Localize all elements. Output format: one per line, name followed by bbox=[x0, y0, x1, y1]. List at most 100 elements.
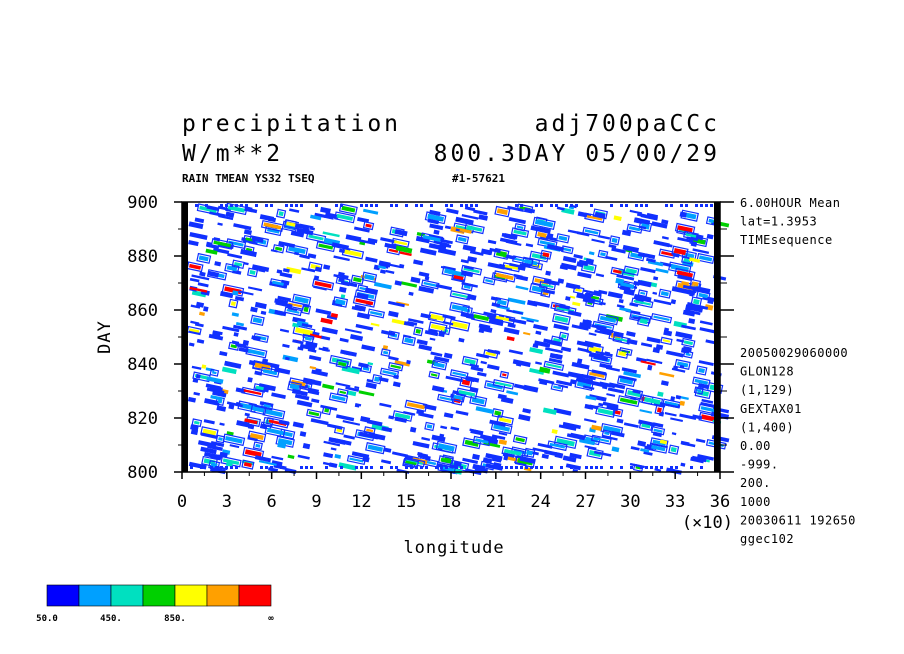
precip-cell bbox=[687, 289, 696, 296]
precip-cell-outline bbox=[352, 295, 376, 308]
precip-cell bbox=[394, 416, 408, 423]
precip-cell bbox=[236, 420, 250, 428]
precip-cell bbox=[268, 419, 287, 426]
precip-cell bbox=[190, 304, 201, 309]
precip-cell bbox=[633, 299, 652, 306]
precip-cell bbox=[679, 364, 685, 369]
precip-cell-outline bbox=[362, 221, 375, 231]
precip-cell bbox=[344, 249, 362, 257]
precip-cell bbox=[637, 440, 647, 447]
precip-cell bbox=[330, 312, 339, 318]
edge-cell bbox=[530, 466, 533, 469]
precip-cell bbox=[438, 443, 455, 452]
precip-cell-outline bbox=[272, 244, 285, 254]
precip-cell-outline bbox=[543, 360, 565, 372]
precip-cell-outline bbox=[595, 405, 616, 418]
precip-cell bbox=[315, 308, 332, 316]
edge-cell bbox=[365, 466, 368, 469]
precip-cell bbox=[304, 336, 312, 341]
precip-cell bbox=[423, 281, 438, 287]
precip-cell bbox=[351, 305, 363, 312]
precip-cell bbox=[475, 438, 489, 444]
precip-cell bbox=[460, 259, 469, 264]
precip-cell bbox=[222, 325, 240, 333]
precip-cell bbox=[302, 443, 311, 450]
precip-cell bbox=[225, 435, 243, 444]
precip-cell bbox=[263, 222, 282, 230]
precip-cell bbox=[586, 215, 603, 221]
precip-cell bbox=[630, 446, 640, 451]
precip-cell bbox=[469, 250, 484, 256]
edge-cell bbox=[270, 204, 273, 207]
precip-cell bbox=[396, 301, 410, 307]
precip-cell bbox=[569, 295, 576, 299]
precip-cell bbox=[460, 270, 474, 278]
precip-cell-outline bbox=[693, 386, 704, 395]
precip-cell bbox=[435, 283, 453, 291]
precip-cell bbox=[277, 295, 292, 302]
precip-cell bbox=[206, 376, 224, 384]
precip-cell bbox=[708, 218, 714, 224]
edge-cell bbox=[630, 466, 633, 469]
edge-cell bbox=[700, 466, 703, 469]
precip-cell bbox=[558, 235, 568, 242]
precip-cell bbox=[193, 420, 200, 425]
precip-cell bbox=[576, 261, 585, 268]
precip-cell bbox=[582, 319, 592, 326]
precip-cell-outline bbox=[590, 434, 612, 445]
precip-cell-outline bbox=[420, 232, 444, 245]
precip-cell bbox=[504, 264, 519, 270]
edge-cell bbox=[355, 466, 358, 469]
precip-cell bbox=[462, 244, 477, 252]
precip-cell bbox=[313, 275, 320, 281]
precip-cell bbox=[641, 423, 651, 429]
precip-cell bbox=[498, 417, 512, 424]
precip-cell bbox=[307, 348, 317, 353]
x-axis-label: longitude bbox=[403, 538, 504, 558]
precip-cell bbox=[442, 321, 454, 326]
precip-cell bbox=[685, 233, 697, 238]
precip-cell-outline bbox=[209, 368, 220, 377]
precip-cell bbox=[286, 221, 297, 228]
y-axis-label: DAY bbox=[95, 320, 115, 354]
edge-cell bbox=[480, 466, 483, 469]
precip-cell bbox=[409, 426, 417, 433]
precip-cell bbox=[682, 309, 696, 317]
precip-cell bbox=[588, 345, 602, 354]
precip-cell bbox=[602, 425, 621, 434]
precip-cell bbox=[345, 386, 360, 392]
precip-cell-outline bbox=[431, 359, 448, 371]
precip-cell bbox=[217, 205, 232, 212]
edge-cell bbox=[710, 204, 713, 207]
precip-cell bbox=[345, 234, 362, 243]
precip-cell bbox=[394, 280, 402, 286]
precip-cell bbox=[508, 349, 523, 355]
precip-cell bbox=[537, 231, 547, 238]
edge-cell bbox=[500, 466, 503, 469]
precip-cell bbox=[391, 318, 408, 326]
precip-cell bbox=[560, 346, 572, 353]
edge-cell bbox=[665, 204, 668, 207]
edge-cell bbox=[370, 466, 373, 469]
precip-cell bbox=[403, 321, 415, 327]
edge-cell bbox=[670, 204, 673, 207]
edge-cell bbox=[575, 204, 578, 207]
x-tick-label: 21 bbox=[486, 492, 506, 512]
precip-cell bbox=[582, 385, 595, 390]
precip-cell bbox=[297, 346, 304, 351]
precip-cell bbox=[335, 298, 346, 306]
precip-cell bbox=[653, 276, 659, 281]
precip-cell-outline bbox=[196, 252, 212, 264]
precip-cell-outline bbox=[492, 378, 515, 390]
precip-cell-outline bbox=[450, 392, 466, 403]
precip-cell bbox=[234, 295, 245, 302]
precip-cell bbox=[653, 428, 663, 433]
edge-cell bbox=[420, 204, 423, 207]
precip-cell bbox=[187, 396, 197, 403]
precip-cell bbox=[366, 419, 383, 427]
y-tick-label: 880 bbox=[127, 247, 158, 267]
precip-cell bbox=[635, 217, 642, 223]
y-tick-label: 860 bbox=[127, 301, 158, 321]
precip-cell bbox=[659, 371, 675, 378]
edge-cell bbox=[370, 204, 373, 207]
